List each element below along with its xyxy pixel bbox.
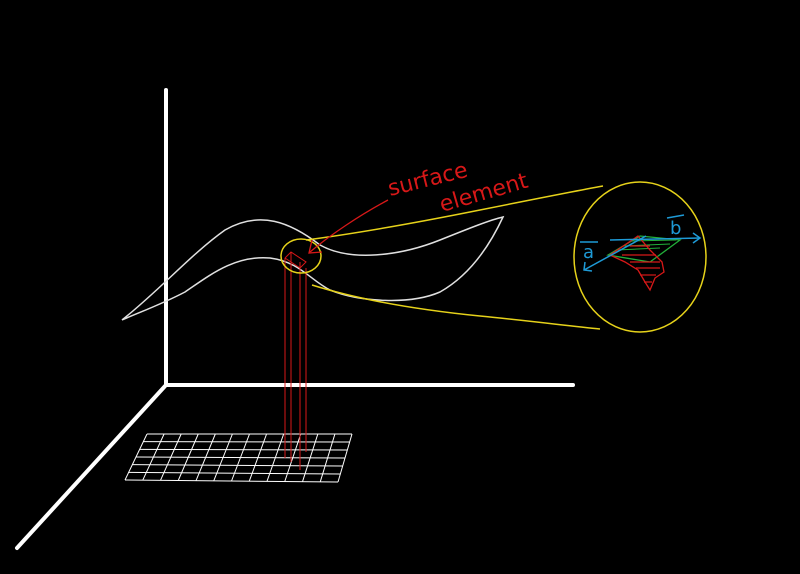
zoom-line-bottom: [311, 284, 601, 330]
zoom-ellipse: [573, 181, 707, 333]
grid-column-line: [266, 433, 285, 482]
grid-column-line: [124, 433, 148, 481]
grid-column-line: [337, 433, 353, 483]
label-vector-b: b: [670, 218, 681, 239]
grid-column-line: [231, 433, 250, 482]
projection-lines: [284, 251, 307, 470]
axes: [15, 88, 575, 550]
grid-column-line: [248, 433, 268, 482]
zoomed-surface-element: a b: [580, 214, 702, 292]
grid-column-line: [302, 433, 319, 482]
surface-element-circle: [280, 238, 322, 274]
grid-column-line: [213, 433, 233, 482]
x-axis: [15, 383, 168, 550]
vector-a: [583, 235, 647, 271]
domain-grid: [124, 433, 353, 483]
vector-b: [609, 237, 701, 241]
annotation-arrow: [308, 199, 389, 254]
grid-column-line: [195, 433, 216, 481]
label-vector-a: a: [583, 242, 594, 263]
grid-column-line: [177, 433, 199, 481]
zoom-line-top: [305, 185, 604, 241]
grid-column-line: [160, 433, 182, 481]
red-patch: [608, 235, 665, 292]
grid-column-line: [319, 433, 336, 482]
grid-column-line: [142, 433, 165, 481]
grid-column-line: [284, 433, 302, 482]
zoom-highlight: [280, 181, 707, 333]
surface-outline: [121, 215, 505, 321]
